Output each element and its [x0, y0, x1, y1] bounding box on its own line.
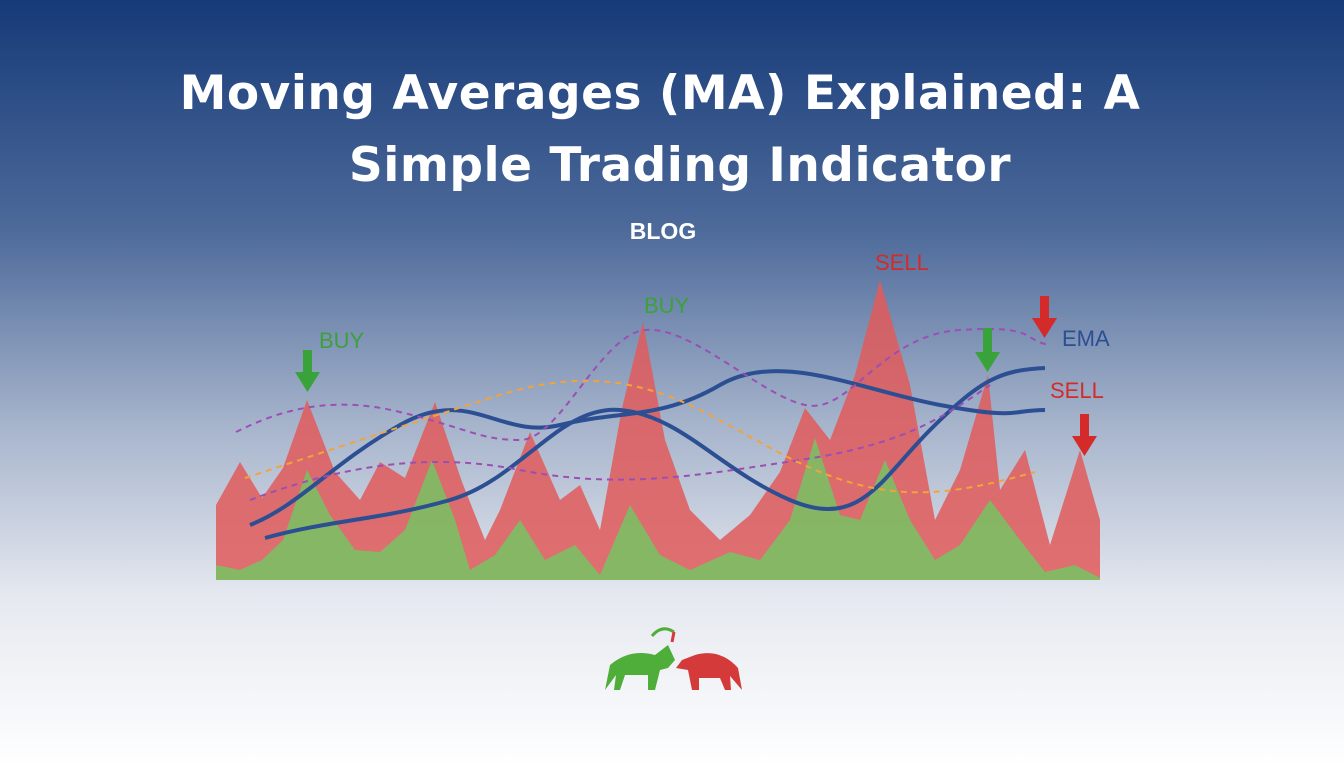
- title-line: Simple Trading Indicator: [348, 138, 1012, 193]
- title-line: Moving Averages (MA) Explained: A: [179, 66, 1141, 121]
- signal-arrow: [295, 350, 320, 392]
- bull-bear-icon: [605, 627, 742, 690]
- green-area: [216, 438, 1100, 580]
- signal-arrow: [1032, 296, 1057, 338]
- signal-arrow: [1072, 414, 1097, 456]
- annotation: SELL: [875, 250, 929, 275]
- dashed-ma: [249, 384, 991, 501]
- sma-line: [264, 366, 1046, 540]
- annotation: EMA: [1062, 326, 1110, 351]
- category-tag: BLOG: [629, 218, 697, 244]
- signal-arrow: [975, 328, 1000, 372]
- dashed-ma: [235, 328, 1051, 442]
- dashed-ma: [244, 379, 1036, 494]
- annotation: BUY: [319, 328, 365, 353]
- annotation: BUY: [644, 293, 690, 318]
- annotation: SELL: [1050, 378, 1104, 403]
